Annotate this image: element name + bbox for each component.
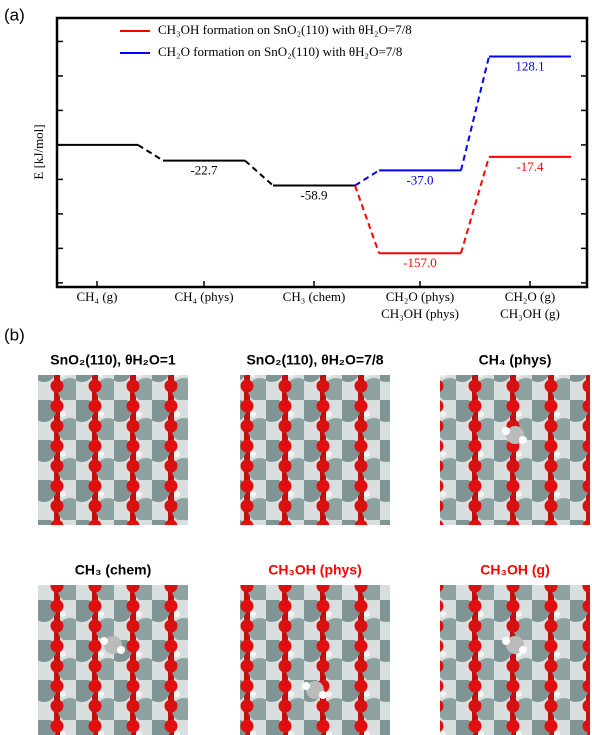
connector [461, 57, 489, 171]
molecule-atom [302, 682, 310, 690]
y-axis-label: E [kJ/mol] [31, 124, 46, 179]
page: (a) (b) E [kJ/mol] SnO₂(110), θH₂O=1SnO₂… [0, 0, 592, 735]
x-tick-label: CH₂O (g) [505, 289, 555, 304]
molecule-atom [319, 691, 327, 699]
value-label: -157.0 [403, 255, 437, 270]
molecule-atom [502, 637, 510, 645]
value-label: -58.9 [300, 188, 327, 203]
connector [355, 186, 379, 254]
connector [245, 161, 273, 186]
panel-title: CH₃OH (phys) [268, 562, 362, 578]
x-tick-label: CH₃OH (phys) [381, 306, 459, 321]
molecule-atom [519, 436, 527, 444]
panel-label: (b) [4, 325, 25, 344]
value-label: -17.4 [516, 159, 544, 174]
panel-title: SnO₂(110), θH₂O=1 [50, 352, 176, 368]
value-label: -22.7 [190, 163, 218, 178]
panel-label: (a) [4, 5, 25, 24]
value-label: -37.0 [406, 172, 433, 187]
molecule-atom [519, 646, 527, 654]
connector [138, 145, 163, 161]
panel-title: SnO₂(110), θH₂O=7/8 [246, 352, 383, 368]
structure-image [38, 375, 188, 525]
legend-label: CH₃OH formation on SnO₂(110) with θH₂O=7… [158, 22, 412, 37]
structure-image [240, 585, 390, 735]
legend-label: CH₂O formation on SnO₂(110) with θH₂O=7/… [158, 44, 402, 59]
figure: (a) (b) E [kJ/mol] SnO₂(110), θH₂O=1SnO₂… [0, 0, 592, 735]
structure-image [440, 375, 590, 525]
x-tick-label: CH₄ (g) [77, 289, 118, 304]
x-tick-label: CH₃ (chem) [283, 289, 346, 304]
connector [461, 157, 489, 253]
x-tick-label: CH₃OH (g) [500, 306, 560, 321]
structure-image [38, 585, 188, 735]
x-tick-label: CH₂O (phys) [386, 289, 454, 304]
panel-title: CH₃OH (g) [480, 562, 549, 578]
connector [355, 170, 379, 185]
structure-panels: SnO₂(110), θH₂O=1 SnO₂(110), θH₂O=7/8 CH₄ … [38, 352, 590, 735]
panel-title: CH₃ (chem) [75, 562, 151, 578]
value-label: 128.1 [515, 59, 544, 74]
structure-image [440, 585, 590, 735]
x-tick-label: CH₄ (phys) [174, 289, 233, 304]
molecule-atom [117, 646, 125, 654]
structure-image [240, 375, 390, 525]
panel-title: CH₄ (phys) [479, 352, 552, 368]
molecule-atom [100, 637, 108, 645]
molecule-atom [502, 427, 510, 435]
